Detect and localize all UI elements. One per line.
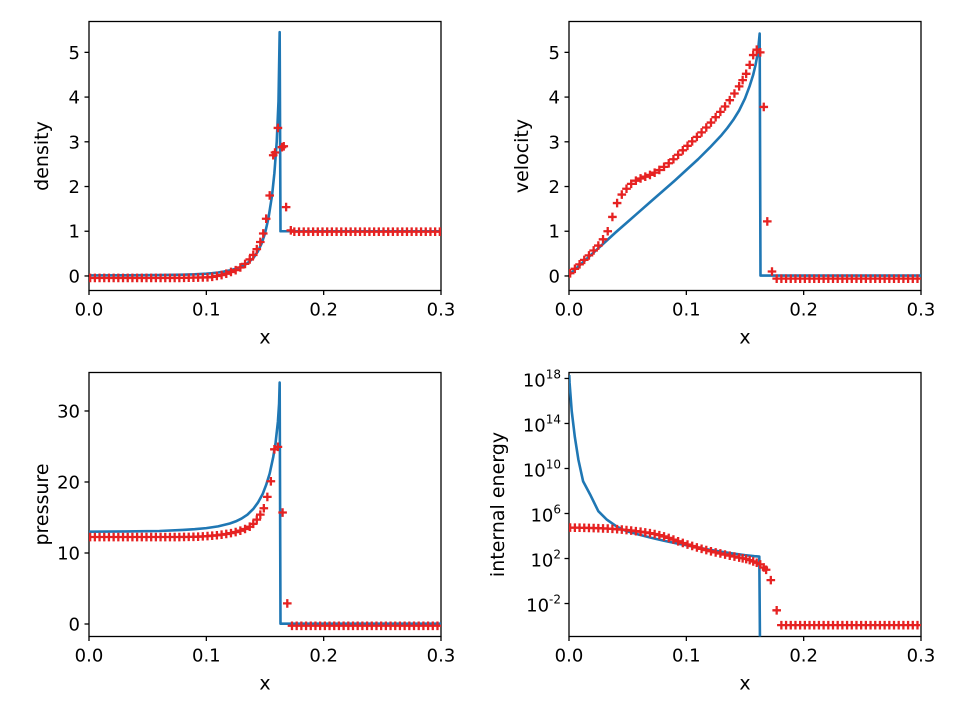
- x-tick-label: 0.3: [907, 300, 936, 321]
- velocity-exact-line: [569, 32, 921, 277]
- x-tick-label: 0.2: [309, 646, 338, 667]
- x-axis-label: x: [739, 673, 750, 695]
- panel-density: 0.0 0.1 0.2 0.3 0 1 2 3 4 5 x density: [31, 20, 456, 349]
- x-tick-label: 0.2: [309, 300, 338, 321]
- y-tick-label: 10: [57, 543, 80, 564]
- panel-pressure: 0.0 0.1 0.2 0.3 0 10 20 30 x pressure: [31, 371, 456, 695]
- x-tick-label: 0.0: [555, 300, 584, 321]
- y-tick-label: 3: [549, 132, 560, 153]
- y-axis-label: internal energy: [487, 432, 509, 577]
- x-tick-label: 0.0: [75, 646, 104, 667]
- y-tick-label: 2: [69, 177, 80, 198]
- pressure-exact-line: [89, 381, 441, 625]
- x-tick-label: 0.0: [555, 646, 584, 667]
- y-tick-label: 106: [530, 503, 561, 527]
- axes-frame: [568, 371, 922, 638]
- axes-frame: [88, 371, 442, 638]
- density-particle-markers: [89, 123, 441, 283]
- y-tick-label: 4: [549, 88, 560, 109]
- y-tick-label: 1010: [523, 457, 561, 481]
- x-axis-label: x: [739, 327, 750, 349]
- x-tick-label: 0.3: [907, 646, 936, 667]
- y-tick-label: 2: [549, 177, 560, 198]
- y-tick-label: 1: [549, 222, 560, 243]
- y-tick-label: 0: [69, 615, 80, 636]
- y-tick-label: 5: [549, 43, 560, 64]
- y-tick-label: 30: [57, 401, 80, 422]
- y-tick-label: 3: [69, 132, 80, 153]
- y-tick-label: 102: [530, 548, 561, 572]
- x-tick-label: 0.0: [75, 300, 104, 321]
- x-tick-label: 0.1: [672, 646, 701, 667]
- velocity-particle-markers: [569, 45, 921, 283]
- x-axis-label: x: [259, 673, 270, 695]
- y-axis-label: velocity: [511, 119, 533, 193]
- y-tick-label: 10-2: [526, 593, 561, 617]
- x-tick-label: 0.1: [672, 300, 701, 321]
- y-tick-label: 1: [69, 222, 80, 243]
- internal-energy-particle-markers: [569, 523, 921, 630]
- y-tick-label: 5: [69, 43, 80, 64]
- x-tick-label: 0.1: [192, 646, 221, 667]
- x-axis-label: x: [259, 327, 270, 349]
- y-tick-label: 0: [69, 266, 80, 287]
- y-tick-label: 1014: [523, 412, 561, 436]
- x-tick-label: 0.2: [789, 646, 818, 667]
- x-tick-label: 0.2: [789, 300, 818, 321]
- x-tick-label: 0.3: [427, 300, 456, 321]
- panel-internal-energy: 0.0 0.1 0.2 0.3 1018 1014 1010 106 102 10-2 x inter…: [487, 367, 935, 694]
- y-tick-label: 4: [69, 88, 80, 109]
- panel-velocity: 0.0 0.1 0.2 0.3 0 1 2 3 4 5 x velocity: [511, 20, 936, 349]
- axes-frame: [88, 20, 442, 292]
- axes-frame: [568, 20, 922, 292]
- y-tick-label: 0: [549, 266, 560, 287]
- y-tick-label: 20: [57, 472, 80, 493]
- x-tick-label: 0.1: [192, 300, 221, 321]
- pressure-particle-markers: [89, 442, 441, 631]
- y-axis-label: density: [31, 121, 53, 191]
- x-tick-label: 0.3: [427, 646, 456, 667]
- y-axis-label: pressure: [31, 463, 53, 545]
- y-tick-label: 1018: [523, 367, 561, 391]
